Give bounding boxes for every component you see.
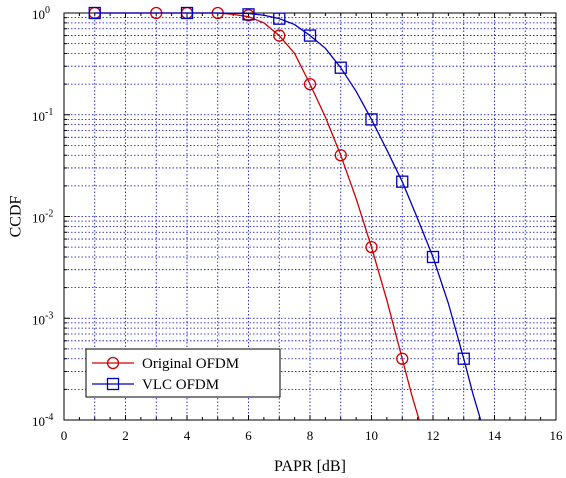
x-tick-label: 10 [365, 428, 378, 443]
y-tick-label: 10-1 [32, 107, 53, 124]
series-layer [88, 6, 482, 421]
data-point-square [242, 8, 255, 21]
data-point-square [273, 12, 286, 25]
y-tick-label: 10-3 [32, 310, 53, 327]
legend-marker-circle [106, 356, 120, 370]
data-point-circle [365, 240, 378, 254]
data-point-square [334, 61, 347, 74]
data-point-circle [273, 29, 286, 42]
data-point-square [88, 6, 101, 20]
series-1 [88, 6, 482, 421]
x-axis-label: PAPR [dB] [274, 458, 346, 475]
x-tick-label: 12 [427, 428, 440, 443]
legend-entry: VLC OFDM [92, 377, 219, 393]
legend-label: Original OFDM [142, 356, 239, 372]
data-point-square [457, 352, 470, 365]
ticks: 0 2 4 6 8 10 12 14 16 100 10-1 10-2 10-3 10-4 [32, 5, 563, 443]
data-point-square [365, 113, 378, 126]
x-tick-label: 14 [488, 428, 502, 443]
x-tick-label: 16 [550, 428, 564, 443]
data-point-square [303, 29, 317, 42]
x-tick-label: 8 [307, 428, 314, 443]
x-tick-label: 2 [122, 428, 129, 443]
data-point-circle [334, 149, 347, 162]
data-point-square [426, 250, 440, 264]
y-axis-label: CCDF [8, 196, 25, 238]
y-tick-label: 10-4 [32, 412, 53, 429]
y-tick-label: 100 [32, 5, 50, 22]
grid [64, 13, 556, 420]
x-tick-label: 6 [245, 428, 252, 443]
legend: Original OFDM VLC OFDM [85, 348, 281, 398]
series-line [94, 12, 482, 421]
legend-marker-square [106, 377, 120, 391]
x-tick-label: 4 [184, 428, 191, 443]
y-tick-label: 10-2 [32, 209, 53, 226]
data-point-circle [396, 352, 409, 365]
legend-label: VLC OFDM [142, 377, 219, 393]
x-tick-label: 0 [61, 428, 68, 443]
legend-entry: Original OFDM [92, 356, 239, 372]
data-point-square [396, 175, 409, 188]
data-point-circle [303, 77, 317, 91]
data-point-square [180, 6, 194, 20]
